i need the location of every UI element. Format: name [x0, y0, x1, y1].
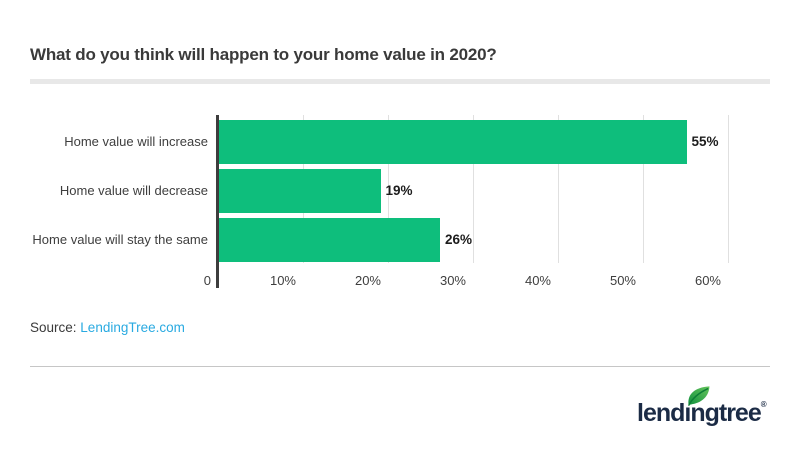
lendingtree-logo: lendıngtree®: [637, 400, 767, 430]
bar: [219, 120, 687, 164]
gridline: [473, 115, 474, 263]
source-line: Source: LendingTree.com: [30, 320, 185, 335]
gridline: [643, 115, 644, 263]
bar: [219, 169, 381, 213]
x-tick-label: 0: [203, 273, 211, 288]
gridline: [558, 115, 559, 263]
registered-mark: ®: [760, 400, 767, 409]
x-tick-label: 30%: [439, 273, 466, 288]
chart-title: What do you think will happen to your ho…: [30, 45, 497, 64]
category-label: Home value will decrease: [59, 183, 208, 198]
value-label: 55%: [691, 134, 719, 149]
x-tick-label: 10%: [269, 273, 296, 288]
x-tick-label: 20%: [354, 273, 381, 288]
value-label: 26%: [445, 232, 473, 247]
value-label: 19%: [385, 183, 413, 198]
title-rule: [30, 79, 770, 84]
source-link[interactable]: LendingTree.com: [80, 320, 185, 335]
category-label: Home value will stay the same: [32, 232, 208, 247]
logo-wordmark: lendıngtree: [637, 399, 762, 427]
x-tick-label: 40%: [524, 273, 551, 288]
x-tick-label: 60%: [694, 273, 721, 288]
footer-divider: [30, 366, 770, 367]
bar: [219, 218, 440, 262]
gridline: [728, 115, 729, 263]
leaf-icon: [688, 386, 710, 406]
category-label: Home value will increase: [64, 134, 208, 149]
y-axis-line: [216, 115, 219, 288]
x-tick-label: 50%: [609, 273, 636, 288]
gridline: [388, 115, 389, 263]
source-label: Source:: [30, 320, 77, 335]
